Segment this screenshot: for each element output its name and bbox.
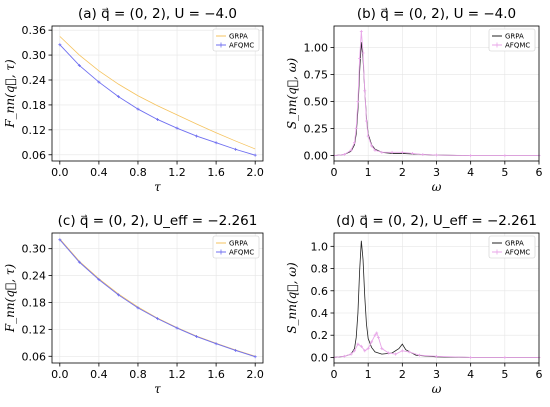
panel-a: 0.0 0.4 0.8 1.2 1.6 2.0 0.06 0.12 0.18 0.24 0.30 0.… xyxy=(3,6,264,194)
panel-title: (c) q⃗ = (0, 2), U_eff = −2.261 xyxy=(58,213,258,229)
x-tick-label: 2.0 xyxy=(246,368,264,381)
y-tick-label: 0.75 xyxy=(304,69,329,82)
x-tick-label: 1.2 xyxy=(168,166,186,179)
y-tick-label: 0.8 xyxy=(311,263,329,276)
y-tick-label: 0.30 xyxy=(22,49,47,62)
y-tick-label: 0.36 xyxy=(22,24,47,37)
y-tick-label: 0.30 xyxy=(22,243,47,256)
x-axis-label: τ xyxy=(154,180,161,194)
series-line-afqmc xyxy=(333,332,539,358)
y-axis-label: F_nn(q⃗, τ) xyxy=(3,59,17,129)
x-tick-label: 2 xyxy=(399,368,406,381)
y-tick-label: 0.06 xyxy=(22,350,47,363)
x-axis-label: ω xyxy=(432,180,442,194)
panel-title: (b) q⃗ = (0, 2), U = −4.0 xyxy=(357,6,516,22)
legend-label-afqmc: AFQMC xyxy=(229,249,254,257)
series-line-afqmc xyxy=(59,44,256,156)
legend-label-grpa: GRPA xyxy=(505,240,524,248)
axes-frame xyxy=(51,232,264,364)
y-tick-label: 0.50 xyxy=(304,96,329,109)
axes-frame xyxy=(51,25,264,162)
x-tick-label: 1 xyxy=(365,368,372,381)
y-tick-label: 0.25 xyxy=(304,123,329,136)
x-tick-label: 1 xyxy=(365,166,372,179)
y-tick-label: 0.06 xyxy=(22,149,47,162)
x-tick-label: 0 xyxy=(331,368,338,381)
legend-label-afqmc: AFQMC xyxy=(505,42,530,50)
x-axis-label: ω xyxy=(432,382,442,396)
panel-title: (a) q⃗ = (0, 2), U = −4.0 xyxy=(78,6,237,22)
x-tick-label: 1.6 xyxy=(207,368,225,381)
x-tick-label: 0.0 xyxy=(51,166,69,179)
panel-title: (d) q⃗ = (0, 2), U_eff = −2.261 xyxy=(336,213,537,229)
x-tick-label: 6 xyxy=(536,166,543,179)
y-tick-label: 0.18 xyxy=(22,296,47,309)
y-axis-label: F_nn(q⃗, τ) xyxy=(3,264,17,334)
legend-label-grpa: GRPA xyxy=(229,240,248,248)
y-axis-label: S_nn(q⃗, ω) xyxy=(285,58,299,130)
x-tick-label: 4 xyxy=(467,368,474,381)
legend-label-afqmc: AFQMC xyxy=(505,249,530,257)
y-tick-label: 0.24 xyxy=(22,270,47,283)
legend-label-afqmc: AFQMC xyxy=(229,42,254,50)
x-tick-label: 0.8 xyxy=(129,166,147,179)
panel-c: 0.0 0.4 0.8 1.2 1.6 2.0 0.06 0.12 0.18 0.24 0.30 τ F… xyxy=(3,213,264,396)
y-tick-label: 0.12 xyxy=(22,124,47,137)
y-tick-label: 0.0 xyxy=(311,351,329,364)
legend-label-grpa: GRPA xyxy=(505,33,524,41)
y-tick-label: 0.4 xyxy=(311,307,329,320)
x-axis-label: τ xyxy=(154,382,161,396)
x-tick-label: 0.8 xyxy=(129,368,147,381)
x-tick-label: 5 xyxy=(501,166,508,179)
y-tick-label: 0.6 xyxy=(311,285,329,298)
panel-b: 0 1 2 3 4 5 6 0.00 0.25 0.50 0.75 1.00 ω S_nn(q⃗, ω) (… xyxy=(285,6,543,194)
x-tick-label: 0.4 xyxy=(90,166,108,179)
y-axis-label: S_nn(q⃗, ω) xyxy=(285,262,299,334)
y-tick-label: 1.0 xyxy=(311,240,329,253)
y-tick-label: 0.24 xyxy=(22,74,47,87)
y-tick-label: 1.00 xyxy=(304,42,329,55)
series-line-grpa xyxy=(59,36,256,150)
x-tick-label: 2 xyxy=(399,166,406,179)
x-tick-label: 6 xyxy=(536,368,543,381)
x-tick-label: 3 xyxy=(433,166,440,179)
y-tick-label: 0.18 xyxy=(22,99,47,112)
y-tick-label: 0.2 xyxy=(311,329,329,342)
x-tick-label: 3 xyxy=(433,368,440,381)
x-tick-label: 1.2 xyxy=(168,368,186,381)
y-tick-label: 0.12 xyxy=(22,323,47,336)
panel-d: 0 1 2 3 4 5 6 0.0 0.2 0.4 0.6 0.8 1.0 ω S_nn(q⃗, ω) (d)… xyxy=(285,213,543,396)
x-tick-label: 0.0 xyxy=(51,368,69,381)
x-tick-label: 0.4 xyxy=(90,368,108,381)
x-tick-label: 0 xyxy=(331,166,338,179)
x-tick-label: 4 xyxy=(467,166,474,179)
x-tick-label: 2.0 xyxy=(246,166,264,179)
legend-label-grpa: GRPA xyxy=(229,33,248,41)
x-tick-label: 1.6 xyxy=(207,166,225,179)
y-tick-label: 0.00 xyxy=(304,150,329,163)
x-tick-label: 5 xyxy=(501,368,508,381)
